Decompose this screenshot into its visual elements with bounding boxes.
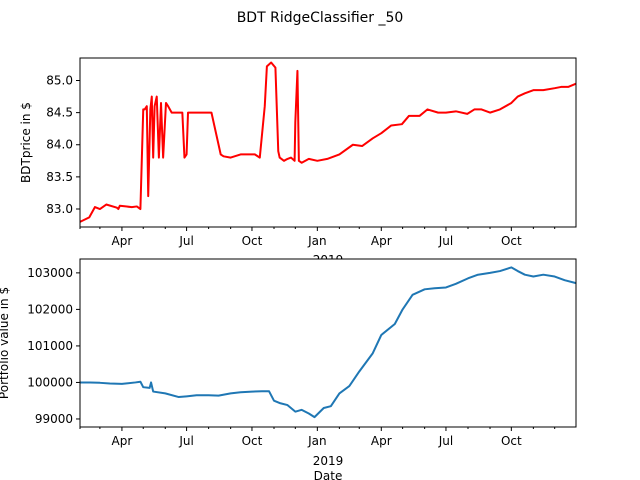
y-tick-label: 83.5 — [46, 170, 73, 184]
price-y-axis-label: BDTprice in $ — [19, 102, 33, 183]
x-tick-label: Apr — [371, 234, 392, 248]
portfolio-chart: 99000 100000 101000 102000 103000 Apr Jul Oct J… — [0, 258, 577, 480]
portfolio-x-axis-label: Date — [314, 469, 343, 480]
x-tick-label: Oct — [501, 234, 522, 248]
portfolio-x-ticks: Apr Jul Oct Jan Apr Jul Oct — [79, 427, 556, 448]
portfolio-y-ticks: 99000 100000 101000 102000 103000 — [27, 266, 80, 426]
series-line-0-0 — [79, 61, 577, 223]
y-tick-label: 84.5 — [46, 106, 73, 120]
x-tick-label: Jan — [307, 434, 327, 448]
price-y-ticks: 83.0 83.5 84.0 84.5 85.0 — [46, 73, 80, 216]
x-tick-label: Apr — [371, 434, 392, 448]
x-tick-label: Jul — [438, 434, 453, 448]
price-x-ticks: Apr Jul Oct Jan Apr Jul Oct — [79, 227, 556, 248]
y-tick-label: 102000 — [27, 302, 73, 316]
x-tick-label: Jan — [307, 234, 327, 248]
x-tick-label: Apr — [112, 434, 133, 448]
portfolio-axes-frame — [79, 258, 577, 428]
price-chart: 83.0 83.5 84.0 84.5 85.0 Apr Jul Oct Jan Apr Jul O… — [19, 57, 577, 267]
x-tick-label: Apr — [112, 234, 133, 248]
x-tick-label: Oct — [242, 434, 263, 448]
portfolio-y-axis-label: Portfolio value in $ — [0, 287, 11, 399]
y-tick-label: 85.0 — [46, 73, 73, 87]
y-tick-label: 100000 — [27, 375, 73, 389]
x-tick-label: Oct — [501, 434, 522, 448]
portfolio-x-year-label: 2019 — [313, 454, 344, 468]
y-tick-label: 83.0 — [46, 202, 73, 216]
figure-title: BDT RidgeClassifier _50 — [237, 10, 404, 26]
y-tick-label: 103000 — [27, 266, 73, 280]
x-tick-label: Jul — [178, 434, 193, 448]
portfolio-plot-area — [80, 259, 576, 427]
portfolio-series-group — [80, 266, 577, 419]
y-tick-label: 101000 — [27, 339, 73, 353]
price-series-group — [79, 61, 577, 223]
y-tick-label: 84.0 — [46, 138, 73, 152]
y-tick-label: 99000 — [35, 412, 73, 426]
price-axes-frame — [79, 57, 577, 228]
series-line-1-0 — [80, 266, 577, 419]
x-tick-label: Jul — [438, 234, 453, 248]
x-tick-label: Jul — [178, 234, 193, 248]
x-tick-label: Oct — [242, 234, 263, 248]
